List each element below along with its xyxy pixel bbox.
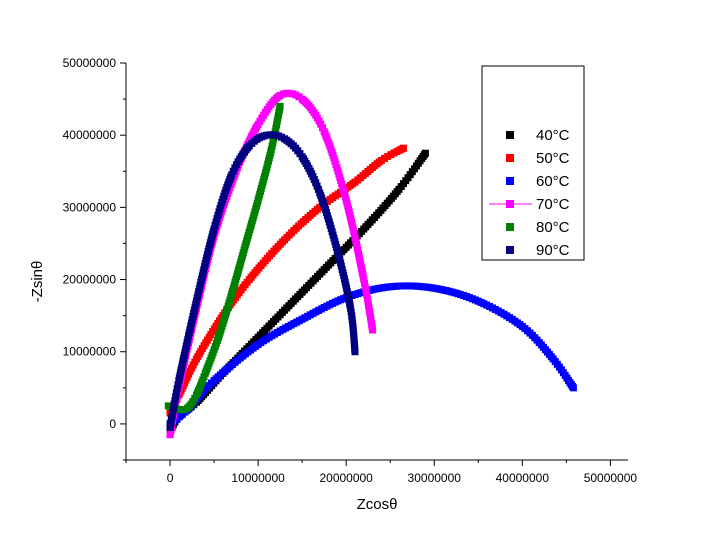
data-point: [349, 319, 357, 327]
data-point: [349, 323, 357, 331]
legend-marker: [506, 246, 514, 254]
data-point: [276, 102, 284, 110]
legend-item: 70°C: [489, 196, 570, 213]
y-axis-title: -Zsinθ: [29, 261, 46, 303]
data-point: [348, 315, 356, 323]
data-point: [171, 396, 179, 404]
data-point: [347, 304, 355, 312]
data-point: [270, 135, 278, 143]
data-point: [348, 312, 356, 320]
y-ticks: 0 10000000 20000000 30000000 40000000 5000000…: [63, 56, 126, 461]
x-tick-label: 40000000: [496, 471, 550, 485]
x-tick-label: 20000000: [319, 471, 373, 485]
x-tick-label: 10000000: [231, 471, 285, 485]
series-6: [166, 131, 359, 432]
data-point: [399, 144, 407, 152]
data-point: [269, 139, 277, 147]
legend-label: 90°C: [536, 242, 570, 259]
y-tick-label: 50000000: [63, 56, 117, 70]
data-point: [174, 381, 182, 389]
legend-marker: [506, 177, 514, 185]
data-point: [421, 149, 429, 157]
y-tick-label: 30000000: [63, 200, 117, 214]
x-tick-label: 50000000: [584, 471, 638, 485]
x-ticks: 0 10000000 20000000 30000000 40000000 5000000…: [125, 460, 638, 485]
legend-item: 80°C: [506, 219, 570, 236]
data-point: [347, 308, 355, 316]
x-tick-label: 30000000: [408, 471, 462, 485]
legend-label: 60°C: [536, 173, 570, 190]
y-tick-label: 0: [109, 417, 116, 431]
data-point: [363, 290, 371, 298]
legend-item: 90°C: [506, 242, 570, 259]
legend-marker: [506, 154, 514, 162]
legend-item: 50°C: [506, 150, 570, 167]
data-point: [172, 393, 180, 401]
data-point: [362, 287, 370, 295]
data-point: [361, 283, 369, 291]
x-tick-label: 0: [167, 471, 174, 485]
data-point: [318, 124, 326, 132]
plot-area: [164, 89, 577, 439]
data-point: [268, 142, 276, 150]
data-point: [317, 120, 325, 128]
legend-marker: [506, 131, 514, 139]
legend-label: 50°C: [536, 150, 570, 167]
legend-item: 40°C: [506, 127, 570, 144]
data-point: [172, 389, 180, 397]
legend-item: 60°C: [506, 173, 570, 190]
data-point: [314, 185, 322, 193]
data-point: [369, 326, 377, 334]
legend-box: [481, 65, 585, 261]
legend-marker: [506, 200, 514, 208]
data-point: [228, 171, 236, 179]
legend-label: 70°C: [536, 196, 570, 213]
legend-marker: [506, 223, 514, 231]
y-tick-label: 40000000: [63, 128, 117, 142]
data-point: [173, 385, 181, 393]
y-tick-label: 20000000: [63, 273, 117, 287]
legend-label: 80°C: [536, 219, 570, 236]
legend-label: 40°C: [536, 127, 570, 144]
data-point: [360, 276, 368, 284]
data-point: [569, 384, 577, 392]
x-axis-title: Zcosθ: [357, 496, 398, 513]
y-tick-label: 10000000: [63, 345, 117, 359]
legend: 40°C 50°C 60°C 70°C 80°C 90°C: [481, 65, 585, 261]
data-point: [361, 279, 369, 287]
data-point: [170, 400, 178, 408]
data-point: [351, 348, 359, 356]
axes: 0 10000000 20000000 30000000 40000000 5000000…: [63, 56, 638, 485]
